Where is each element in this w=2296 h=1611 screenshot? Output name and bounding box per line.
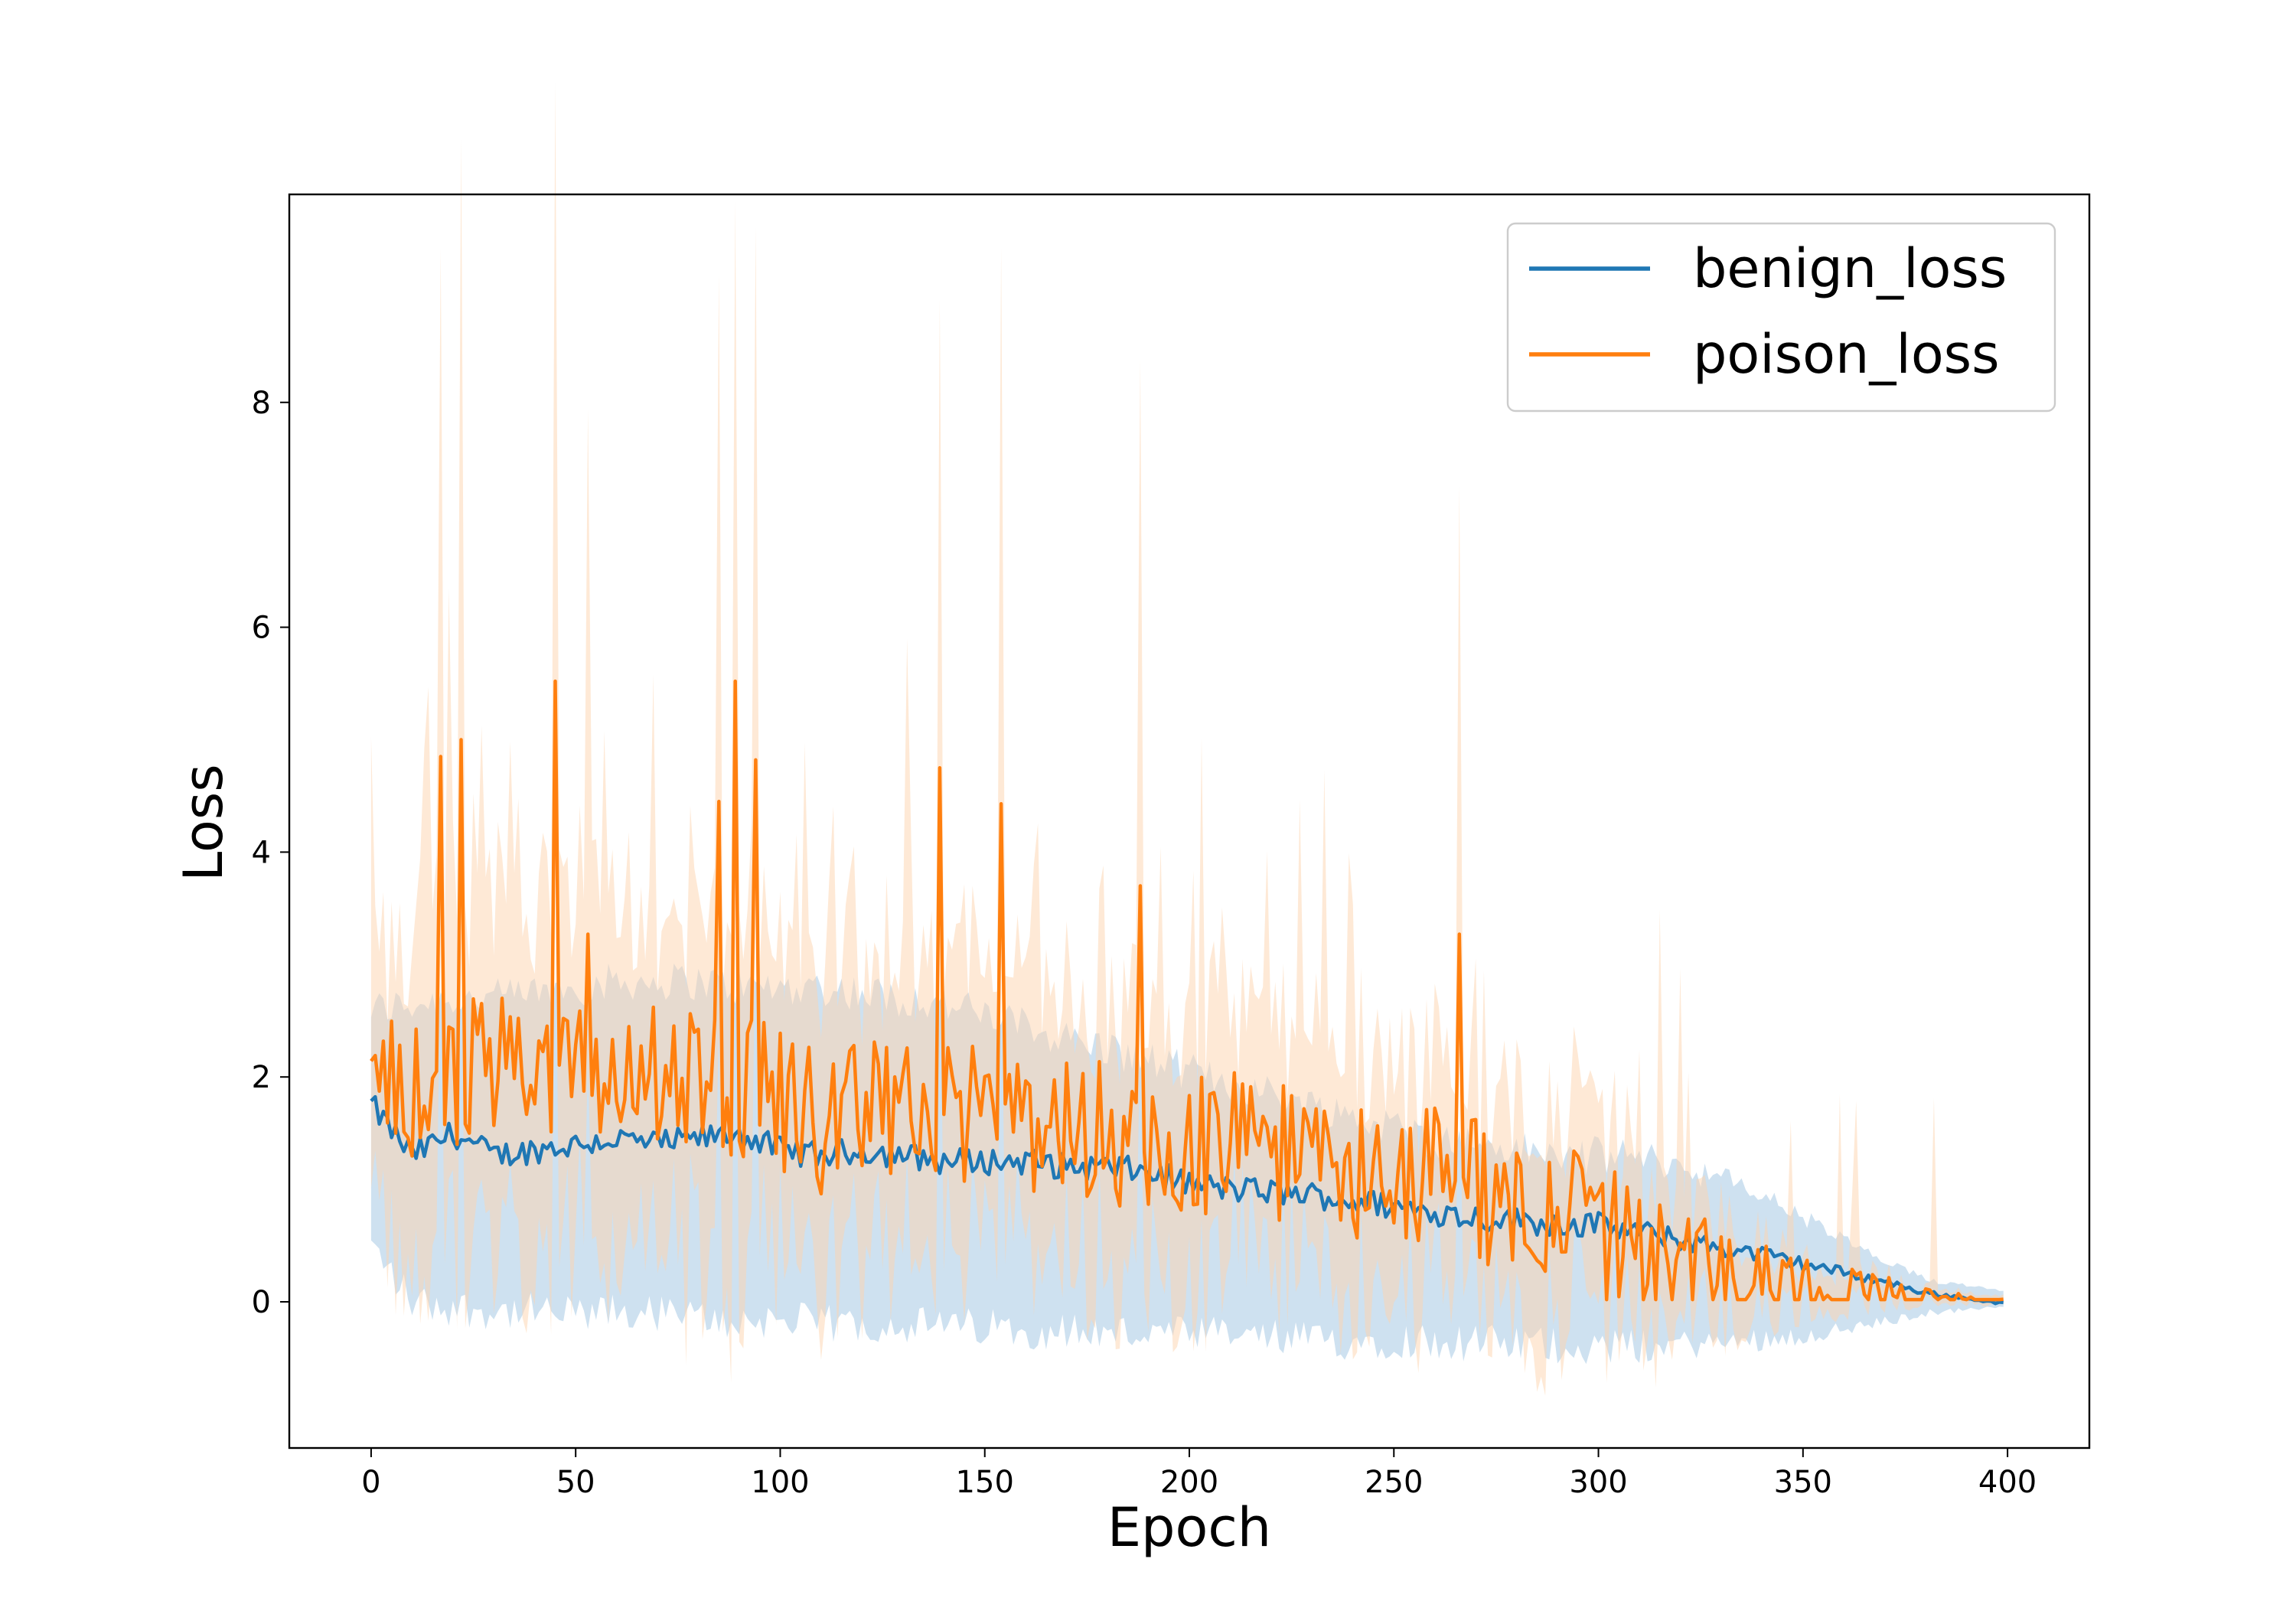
legend-label-poison: poison_loss bbox=[1693, 323, 2000, 386]
x-tick-label: 400 bbox=[1978, 1465, 2037, 1500]
x-axis-label: Epoch bbox=[1107, 1496, 1271, 1559]
x-tick-label: 0 bbox=[361, 1465, 380, 1500]
x-axis-ticks: 0 50 100 150 200 250 300 350 400 bbox=[361, 1448, 2037, 1500]
x-tick-label: 200 bbox=[1160, 1465, 1218, 1500]
x-tick-label: 300 bbox=[1569, 1465, 1627, 1500]
y-tick-label: 4 bbox=[252, 835, 271, 870]
legend-label-benign: benign_loss bbox=[1693, 237, 2007, 300]
y-tick-label: 0 bbox=[252, 1285, 271, 1320]
y-axis-label: Loss bbox=[172, 764, 235, 882]
series-line-poison bbox=[370, 679, 2004, 1302]
legend: benign_loss poison_loss bbox=[1506, 222, 2056, 413]
x-tick-label: 350 bbox=[1774, 1465, 1832, 1500]
y-tick-label: 8 bbox=[252, 386, 271, 421]
y-tick-label: 6 bbox=[252, 611, 271, 646]
x-tick-label: 250 bbox=[1365, 1465, 1423, 1500]
x-tick-label: 150 bbox=[956, 1465, 1014, 1500]
x-tick-label: 100 bbox=[751, 1465, 809, 1500]
x-tick-label: 50 bbox=[556, 1465, 595, 1500]
y-axis-ticks: 0 2 4 6 8 bbox=[252, 386, 289, 1320]
y-tick-label: 2 bbox=[252, 1060, 271, 1095]
series-lines bbox=[370, 679, 2004, 1306]
